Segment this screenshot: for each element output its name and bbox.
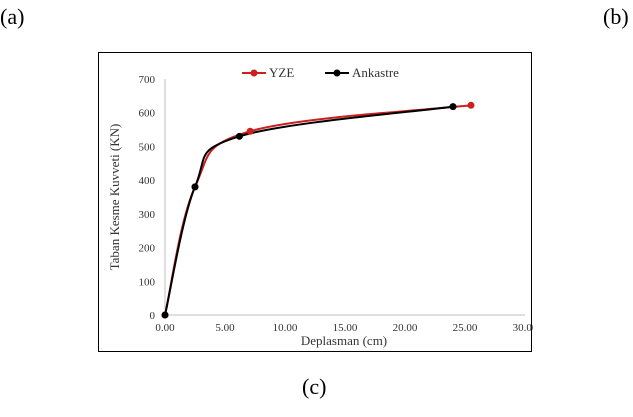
panel-label-b: (b): [603, 4, 629, 29]
x-tick-label: 0.00: [155, 322, 175, 334]
data-point-ankastre: [161, 311, 169, 319]
legend-label-ankastre: Ankastre: [352, 65, 399, 80]
pushover-chart: 0.00 5.00 10.00 15.00 20.00 25.00 30.00 0 100 200…: [107, 65, 533, 348]
panel-label-c: (c): [302, 374, 327, 399]
series-line-yze: [164, 104, 472, 316]
y-tick-label: 400: [139, 175, 156, 187]
y-axis-title: Taban Kesme Kuvveti (KN): [107, 124, 122, 271]
x-tick-label: 5.00: [215, 322, 235, 334]
y-tick-label: 700: [139, 74, 156, 86]
y-tick-label: 500: [139, 141, 156, 153]
legend-label-yze: YZE: [269, 65, 294, 80]
data-point-ankastre: [449, 103, 457, 111]
data-point-ankastre: [191, 183, 199, 191]
y-tick-label: 300: [139, 209, 156, 221]
legend-marker-yze: [250, 69, 258, 77]
x-tick-label: 25.00: [453, 322, 478, 334]
panel-label-a: (a): [0, 4, 25, 29]
data-point-yze: [467, 101, 475, 109]
x-tick-label: 20.00: [393, 322, 418, 334]
chart-frame: 0.00 5.00 10.00 15.00 20.00 25.00 30.00 0 100 200…: [98, 52, 533, 352]
x-tick-label: 10.00: [273, 322, 298, 334]
x-axis-title: Deplasman (cm): [301, 333, 387, 348]
data-point-ankastre: [235, 132, 243, 140]
y-tick-label: 0: [150, 310, 156, 322]
y-tick-label: 600: [139, 108, 156, 120]
legend-marker-ankastre: [333, 69, 341, 77]
x-tick-label: 15.00: [333, 322, 358, 334]
series-line-ankastre: [164, 105, 454, 316]
y-tick-label: 200: [139, 243, 156, 255]
x-tick-label: 30.00: [513, 322, 533, 334]
y-tick-label: 100: [139, 276, 156, 288]
data-point-yze: [246, 127, 254, 135]
